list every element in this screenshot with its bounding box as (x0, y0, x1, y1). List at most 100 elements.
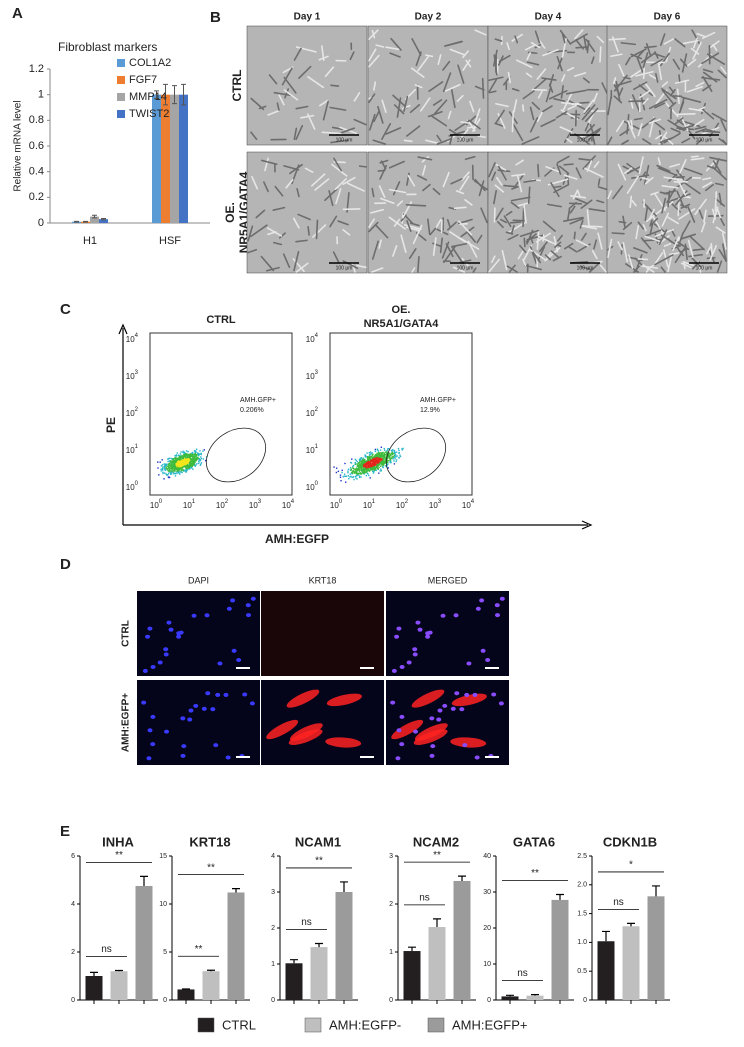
cell (648, 74, 659, 81)
cell (507, 234, 519, 241)
event-dot (174, 473, 177, 475)
cell (368, 113, 376, 131)
event-dot (179, 459, 181, 461)
cell (720, 119, 727, 132)
event-dot (392, 456, 394, 458)
event-dot (384, 465, 387, 467)
event-dot (356, 460, 358, 463)
event-dot (165, 464, 167, 467)
cell (358, 165, 367, 168)
event-dot (193, 453, 196, 456)
cell (260, 159, 278, 166)
nucleus (147, 626, 153, 631)
event-dot (402, 447, 404, 450)
cell (563, 127, 574, 143)
event-dot (383, 453, 385, 456)
cell (658, 229, 668, 246)
cell (714, 197, 726, 207)
event-dot (173, 464, 176, 466)
cell (644, 205, 649, 222)
cell (672, 236, 680, 252)
event-dot (173, 468, 175, 470)
event-dot (360, 457, 362, 460)
significance-label: ** (531, 868, 539, 879)
cell (697, 106, 706, 111)
cell (696, 32, 707, 38)
event-dot (357, 468, 360, 470)
event-dot (380, 456, 382, 459)
event-dot (368, 454, 371, 457)
cell (718, 137, 727, 145)
cell (709, 245, 718, 261)
event-dot (344, 475, 347, 477)
cell (510, 201, 520, 209)
nucleus (475, 606, 481, 611)
plot-title: NR5A1/GATA4 (364, 318, 440, 330)
tick-exponent: 1 (192, 499, 196, 505)
event-dot (401, 449, 404, 451)
cell (690, 157, 705, 161)
nucleus (147, 728, 153, 733)
cell (312, 224, 327, 238)
event-dot (355, 469, 357, 472)
cell (674, 176, 692, 190)
cell (583, 127, 602, 140)
cell (695, 138, 703, 145)
event-dot (376, 452, 378, 455)
bar (152, 94, 161, 224)
x-tick-label: 103 (249, 499, 262, 511)
cell (278, 94, 285, 106)
event-dot (373, 464, 375, 467)
event-dot (377, 464, 379, 466)
event-dot (382, 466, 384, 469)
cell (556, 163, 562, 175)
bar (110, 971, 128, 1000)
legend-label: FGF7 (129, 74, 157, 86)
cell (488, 90, 497, 94)
event-dot (191, 452, 193, 454)
event-dot (193, 450, 196, 452)
cell (307, 225, 310, 236)
nucleus (412, 647, 418, 652)
event-dot (172, 467, 174, 469)
event-dot (177, 454, 180, 456)
event-dot (171, 462, 174, 464)
event-dot (360, 457, 362, 459)
event-dot (390, 452, 393, 454)
event-dot (383, 456, 386, 459)
event-dot (363, 458, 366, 461)
nucleus (142, 668, 148, 673)
event-dot (172, 469, 174, 472)
event-dot (376, 459, 378, 461)
cell (585, 38, 596, 53)
cell (718, 192, 722, 206)
if-image (261, 591, 384, 676)
event-dot (368, 466, 371, 469)
cell (588, 208, 606, 212)
event-dot (184, 461, 186, 463)
cell (597, 178, 601, 186)
event-dot (200, 457, 203, 460)
cell (680, 203, 691, 209)
event-dot (198, 453, 200, 456)
cell (491, 171, 497, 181)
event-dot (380, 452, 382, 454)
event-dot (383, 453, 385, 455)
cell (630, 53, 642, 60)
nucleus (436, 717, 442, 722)
event-dot (350, 475, 352, 478)
event-dot (389, 461, 392, 464)
nucleus (396, 626, 402, 631)
cell (405, 204, 427, 207)
event-dot (194, 456, 196, 458)
event-dot (171, 459, 174, 461)
nucleus (395, 756, 401, 761)
event-dot (187, 454, 190, 456)
legend-label: MMP14 (129, 91, 167, 103)
event-dot (389, 458, 392, 461)
event-dot (173, 458, 175, 460)
cell (378, 185, 386, 198)
cell (266, 227, 283, 237)
if-image (261, 680, 384, 765)
nucleus (440, 613, 446, 618)
